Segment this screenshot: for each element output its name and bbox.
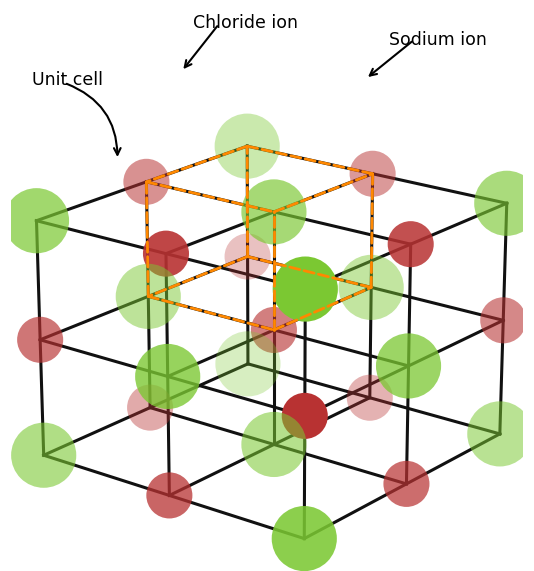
Text: Chloride ion: Chloride ion	[193, 14, 298, 33]
Text: Sodium ion: Sodium ion	[389, 31, 487, 50]
Text: Unit cell: Unit cell	[32, 71, 103, 90]
